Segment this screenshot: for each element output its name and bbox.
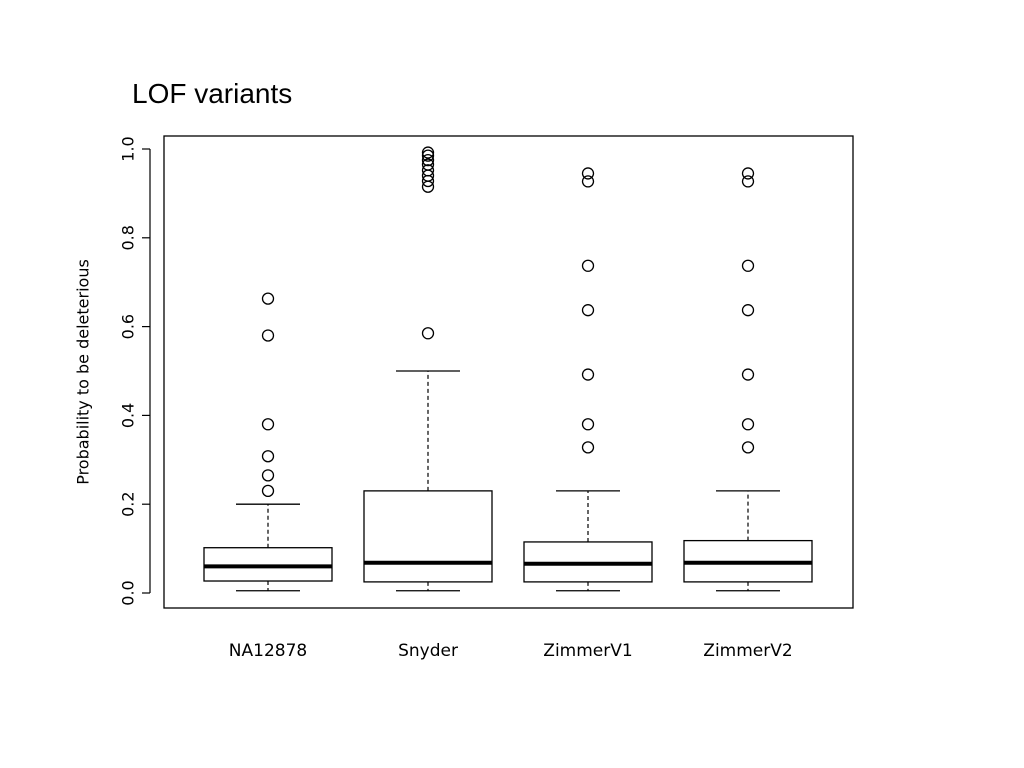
y-tick-label: 0.8 (119, 225, 138, 250)
outlier-point (261, 450, 275, 463)
outlier-point (741, 175, 755, 188)
box-iqr (363, 490, 493, 583)
x-category-label: Snyder (398, 641, 458, 661)
outlier-point (581, 175, 595, 188)
outlier-point (741, 259, 755, 272)
outlier-point (741, 368, 755, 381)
x-category-label: NA12878 (229, 641, 307, 661)
outlier-point (261, 469, 275, 482)
y-axis-title: Probability to be deleterious (74, 259, 93, 485)
outlier-point (421, 146, 435, 159)
y-tick-label: 0.2 (119, 491, 138, 516)
outlier-point (261, 292, 275, 305)
outlier-point (421, 164, 435, 177)
outlier-point (581, 304, 595, 317)
outlier-point (741, 304, 755, 317)
outlier-point (741, 167, 755, 180)
outlier-point (581, 368, 595, 381)
outlier-point (421, 327, 435, 340)
y-tick-label: 1.0 (119, 136, 138, 161)
y-tick-label: 0.6 (119, 314, 138, 339)
y-tick-label: 0.0 (119, 580, 138, 605)
x-category-label: ZimmerV2 (703, 641, 792, 661)
outlier-point (741, 418, 755, 431)
slide-title: LOF variants (132, 78, 293, 109)
outlier-point (261, 484, 275, 498)
plot-frame (163, 135, 854, 609)
outlier-point (261, 418, 275, 431)
outlier-point (581, 418, 595, 431)
outlier-point (421, 158, 435, 171)
outlier-point (421, 153, 435, 167)
outlier-point (581, 259, 595, 272)
outlier-point (261, 329, 275, 342)
outlier-point (581, 441, 595, 454)
y-tick-label: 0.4 (119, 403, 138, 428)
outlier-point (421, 149, 435, 162)
x-category-label: ZimmerV1 (543, 641, 632, 661)
outlier-point (581, 167, 595, 180)
outlier-point (741, 441, 755, 454)
